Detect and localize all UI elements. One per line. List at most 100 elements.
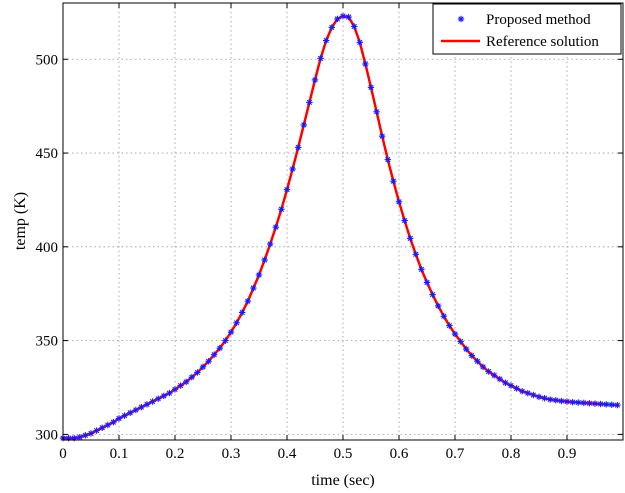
data-point-proposed-method: [183, 378, 190, 386]
data-point-proposed-method: [524, 389, 531, 397]
data-point-proposed-method: [451, 330, 459, 338]
data-point-proposed-method: [580, 399, 587, 407]
data-point-proposed-method: [491, 372, 498, 379]
data-point-proposed-method: [211, 351, 218, 358]
data-point-proposed-method: [429, 291, 436, 298]
data-point-proposed-method: [334, 15, 341, 23]
legend-box: [432, 3, 622, 55]
data-point-proposed-method: [558, 397, 565, 405]
data-point-proposed-method: [367, 84, 375, 91]
data-point-proposed-method: [507, 382, 515, 389]
y-tick-label: 450: [36, 146, 59, 162]
data-point-proposed-method: [216, 344, 223, 352]
data-point-proposed-method: [519, 388, 526, 395]
data-point-proposed-method: [278, 206, 285, 213]
data-point-proposed-method: [194, 369, 201, 376]
data-point-proposed-method: [379, 132, 386, 140]
y-tick-labels: 300 350 400 450 500: [36, 52, 59, 443]
data-point-proposed-method: [155, 395, 162, 402]
data-point-proposed-method: [597, 400, 604, 408]
data-point-proposed-method: [317, 55, 324, 62]
data-point-proposed-method: [384, 156, 391, 163]
data-point-proposed-method: [166, 389, 173, 397]
data-point-proposed-method: [345, 13, 352, 21]
data-point-proposed-method: [485, 368, 492, 375]
data-point-proposed-method: [457, 338, 464, 345]
data-point-proposed-method: [177, 382, 184, 389]
data-point-proposed-method: [440, 313, 447, 320]
data-point-proposed-method: [295, 144, 302, 151]
data-point-proposed-method: [395, 198, 403, 206]
data-point-proposed-method: [267, 240, 274, 248]
data-point-proposed-method: [608, 401, 615, 408]
data-point-proposed-method: [115, 415, 123, 422]
data-point-proposed-method: [323, 37, 330, 44]
data-point-proposed-method: [143, 401, 151, 408]
data-point-proposed-method: [339, 12, 347, 20]
data-point-proposed-method: [138, 403, 145, 411]
data-point-proposed-method: [530, 391, 537, 399]
data-point-proposed-method: [306, 99, 313, 106]
data-point-proposed-method: [104, 421, 111, 429]
y-axis-label: temp (K): [12, 192, 29, 250]
data-point-proposed-method: [199, 363, 207, 371]
y-tick-label: 300: [36, 427, 59, 443]
data-point-proposed-method: [76, 433, 83, 441]
data-point-proposed-method: [446, 322, 453, 329]
data-point-proposed-method: [261, 256, 268, 264]
x-tick-label: 0.8: [502, 446, 521, 462]
x-axis-label: time (sec): [311, 472, 375, 489]
x-tick-label: 0.4: [278, 446, 297, 462]
plot-background: [63, 3, 623, 440]
data-point-proposed-method: [222, 337, 229, 344]
data-point-proposed-method: [93, 427, 100, 434]
data-point-proposed-method: [250, 284, 257, 292]
data-point-proposed-method: [373, 108, 380, 115]
data-point-proposed-method: [575, 399, 582, 406]
data-point-proposed-method: [390, 177, 397, 185]
data-point-proposed-method: [418, 266, 425, 273]
data-point-proposed-method: [300, 121, 307, 129]
legend-asterisk-marker: [457, 15, 465, 23]
series-line-reference-solution: [63, 14, 618, 440]
data-point-proposed-method: [233, 319, 240, 326]
data-point-proposed-method: [110, 418, 117, 426]
x-tick-label: 0: [59, 446, 67, 462]
data-point-proposed-method: [311, 76, 319, 84]
data-point-proposed-method: [171, 386, 179, 393]
legend-label-reference-solution: Reference solution: [486, 34, 599, 50]
data-point-proposed-method: [603, 401, 610, 408]
x-tick-label: 0.5: [334, 446, 353, 462]
data-point-proposed-method: [614, 401, 621, 409]
data-point-proposed-method: [412, 251, 419, 258]
data-point-proposed-method: [586, 400, 593, 407]
data-point-proposed-method: [149, 398, 156, 405]
data-point-proposed-method: [160, 392, 167, 400]
data-point-proposed-method: [362, 60, 369, 68]
x-tick-label: 0.1: [110, 446, 129, 462]
data-point-proposed-method: [535, 393, 543, 401]
data-point-proposed-method: [351, 23, 358, 30]
legend: Proposed method Reference solution: [432, 3, 622, 55]
x-tick-label: 0.7: [446, 446, 465, 462]
x-tick-label: 0.6: [390, 446, 409, 462]
data-point-proposed-method: [255, 271, 263, 279]
data-point-proposed-method: [356, 39, 363, 46]
x-tick-labels: 0 0.1 0.2 0.3 0.4 0.5 0.6 0.7 0.8 0.9: [59, 446, 576, 462]
grid: [63, 3, 623, 440]
data-point-proposed-method: [188, 373, 195, 381]
data-point-proposed-method: [474, 358, 481, 365]
data-point-proposed-method: [569, 398, 576, 406]
y-tick-label: 400: [36, 240, 59, 256]
data-point-proposed-method: [547, 396, 554, 403]
data-point-proposed-method: [244, 298, 251, 305]
x-tick-label: 0.2: [166, 446, 185, 462]
data-point-proposed-method: [513, 385, 520, 392]
data-point-proposed-method: [289, 165, 296, 173]
data-point-proposed-method: [423, 279, 431, 286]
legend-label-proposed-method: Proposed method: [486, 12, 591, 28]
data-point-proposed-method: [87, 430, 95, 437]
data-point-proposed-method: [479, 363, 487, 371]
data-point-proposed-method: [239, 309, 246, 316]
x-tick-label: 0.3: [222, 446, 241, 462]
